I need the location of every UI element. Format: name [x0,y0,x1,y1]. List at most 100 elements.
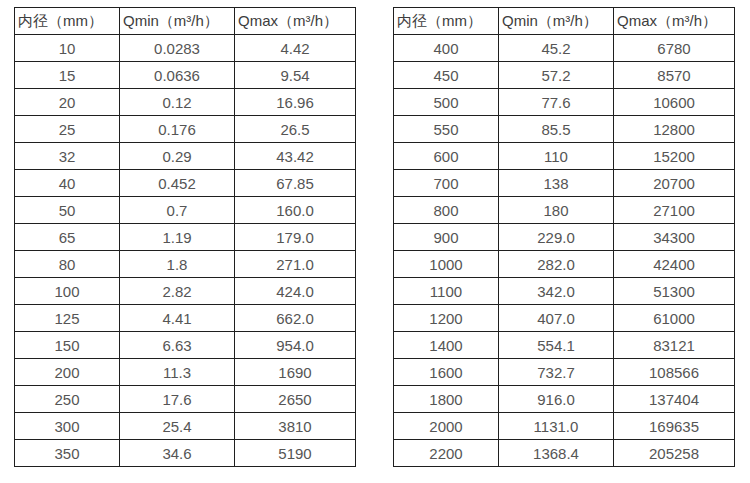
table-cell: 100 [15,278,120,305]
table-cell: 0.176 [120,116,235,143]
table-cell: 0.12 [120,89,235,116]
table-cell: 407.0 [499,305,614,332]
table-row: 651.19179.0 [15,224,356,251]
table-cell: 1131.0 [499,413,614,440]
table-cell: 80 [15,251,120,278]
header-row: 内径（mm）Qmin（m³/h）Qmax（m³/h） [15,8,356,35]
table-row: 35034.65190 [15,440,356,467]
column-header: Qmin（m³/h） [120,8,235,35]
table-cell: 600 [394,143,499,170]
table-row: 1254.41662.0 [15,305,356,332]
table-cell: 300 [15,413,120,440]
table-cell: 9.54 [235,62,356,89]
table-cell: 45.2 [499,35,614,62]
table-row: 25017.62650 [15,386,356,413]
table-row: 55085.512800 [394,116,735,143]
table-cell: 67.85 [235,170,356,197]
table-cell: 150 [15,332,120,359]
table-cell: 0.29 [120,143,235,170]
column-header: Qmax（m³/h） [235,8,356,35]
table-cell: 169635 [614,413,735,440]
table-cell: 1800 [394,386,499,413]
table-cell: 554.1 [499,332,614,359]
table-cell: 450 [394,62,499,89]
table-cell: 1100 [394,278,499,305]
table-cell: 27100 [614,197,735,224]
table-row: 80018027100 [394,197,735,224]
table-cell: 3810 [235,413,356,440]
table-row: 30025.43810 [15,413,356,440]
table-row: 1506.63954.0 [15,332,356,359]
table-cell: 0.0636 [120,62,235,89]
table-cell: 732.7 [499,359,614,386]
table-cell: 77.6 [499,89,614,116]
table-cell: 200 [15,359,120,386]
table-cell: 1000 [394,251,499,278]
table-cell: 180 [499,197,614,224]
table-cell: 83121 [614,332,735,359]
table-cell: 11.3 [120,359,235,386]
table-row: 1200407.061000 [394,305,735,332]
table-cell: 550 [394,116,499,143]
table-cell: 50 [15,197,120,224]
header-row: 内径（mm）Qmin（m³/h）Qmax（m³/h） [394,8,735,35]
table-cell: 57.2 [499,62,614,89]
table-cell: 20 [15,89,120,116]
table-cell: 400 [394,35,499,62]
table-row: 60011015200 [394,143,735,170]
table-cell: 110 [499,143,614,170]
table-cell: 1.8 [120,251,235,278]
table-row: 400.45267.85 [15,170,356,197]
table-cell: 342.0 [499,278,614,305]
table-cell: 250 [15,386,120,413]
table-row: 50077.610600 [394,89,735,116]
table-cell: 800 [394,197,499,224]
table-cell: 0.0283 [120,35,235,62]
table-row: 100.02834.42 [15,35,356,62]
table-cell: 900 [394,224,499,251]
table-cell: 350 [15,440,120,467]
table-cell: 424.0 [235,278,356,305]
table-row: 45057.28570 [394,62,735,89]
table-cell: 34300 [614,224,735,251]
table-row: 1400554.183121 [394,332,735,359]
table-cell: 61000 [614,305,735,332]
flow-spec-table-large-diameters: 内径（mm）Qmin（m³/h）Qmax（m³/h）40045.26780450… [393,7,735,467]
table-cell: 700 [394,170,499,197]
table-cell: 34.6 [120,440,235,467]
table-row: 900229.034300 [394,224,735,251]
table-row: 250.17626.5 [15,116,356,143]
table-row: 1000282.042400 [394,251,735,278]
table-cell: 108566 [614,359,735,386]
table-cell: 20700 [614,170,735,197]
table-cell: 4.42 [235,35,356,62]
table-cell: 26.5 [235,116,356,143]
column-header: Qmax（m³/h） [614,8,735,35]
table-row: 801.8271.0 [15,251,356,278]
table-row: 22001368.4205258 [394,440,735,467]
table-row: 200.1216.96 [15,89,356,116]
table-cell: 85.5 [499,116,614,143]
table-cell: 17.6 [120,386,235,413]
table-cell: 1368.4 [499,440,614,467]
table-cell: 2000 [394,413,499,440]
table-cell: 282.0 [499,251,614,278]
table-cell: 229.0 [499,224,614,251]
table-cell: 1200 [394,305,499,332]
table-cell: 137404 [614,386,735,413]
table-cell: 500 [394,89,499,116]
table-cell: 12800 [614,116,735,143]
table-cell: 2200 [394,440,499,467]
column-header: 内径（mm） [394,8,499,35]
table-row: 1800916.0137404 [394,386,735,413]
table-row: 150.06369.54 [15,62,356,89]
table-cell: 0.7 [120,197,235,224]
table-row: 500.7160.0 [15,197,356,224]
table-row: 40045.26780 [394,35,735,62]
table-cell: 16.96 [235,89,356,116]
table-row: 70013820700 [394,170,735,197]
table-row: 1100342.051300 [394,278,735,305]
table-cell: 5190 [235,440,356,467]
table-cell: 65 [15,224,120,251]
table-cell: 1.19 [120,224,235,251]
